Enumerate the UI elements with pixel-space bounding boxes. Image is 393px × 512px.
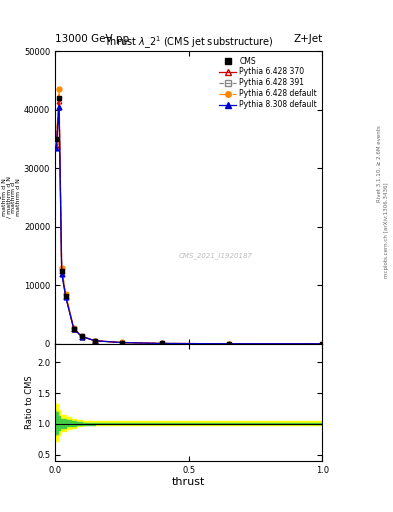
Title: Thrust $\lambda\_2^1$ (CMS jet substructure): Thrust $\lambda\_2^1$ (CMS jet substruct… <box>104 35 274 51</box>
Legend: CMS, Pythia 6.428 370, Pythia 6.428 391, Pythia 6.428 default, Pythia 8.308 defa: CMS, Pythia 6.428 370, Pythia 6.428 391,… <box>218 55 318 111</box>
Text: mcplots.cern.ch [arXiv:1306.3436]: mcplots.cern.ch [arXiv:1306.3436] <box>384 183 389 278</box>
X-axis label: thrust: thrust <box>172 477 205 487</box>
Text: CMS_2021_I1920187: CMS_2021_I1920187 <box>178 252 252 260</box>
Text: 13000 GeV pp: 13000 GeV pp <box>55 33 129 44</box>
Y-axis label: Ratio to CMS: Ratio to CMS <box>25 375 34 429</box>
Text: Rivet 3.1.10, ≥ 2.6M events: Rivet 3.1.10, ≥ 2.6M events <box>377 125 382 202</box>
Text: Z+Jet: Z+Jet <box>293 33 322 44</box>
Y-axis label: mathrm d²N
mathrm d
/ mathrm d
mathrm d N
mathrm d
mathrm d
1
mathrm d N
/ mathr: mathrm d²N mathrm d / mathrm d mathrm d … <box>0 177 21 219</box>
